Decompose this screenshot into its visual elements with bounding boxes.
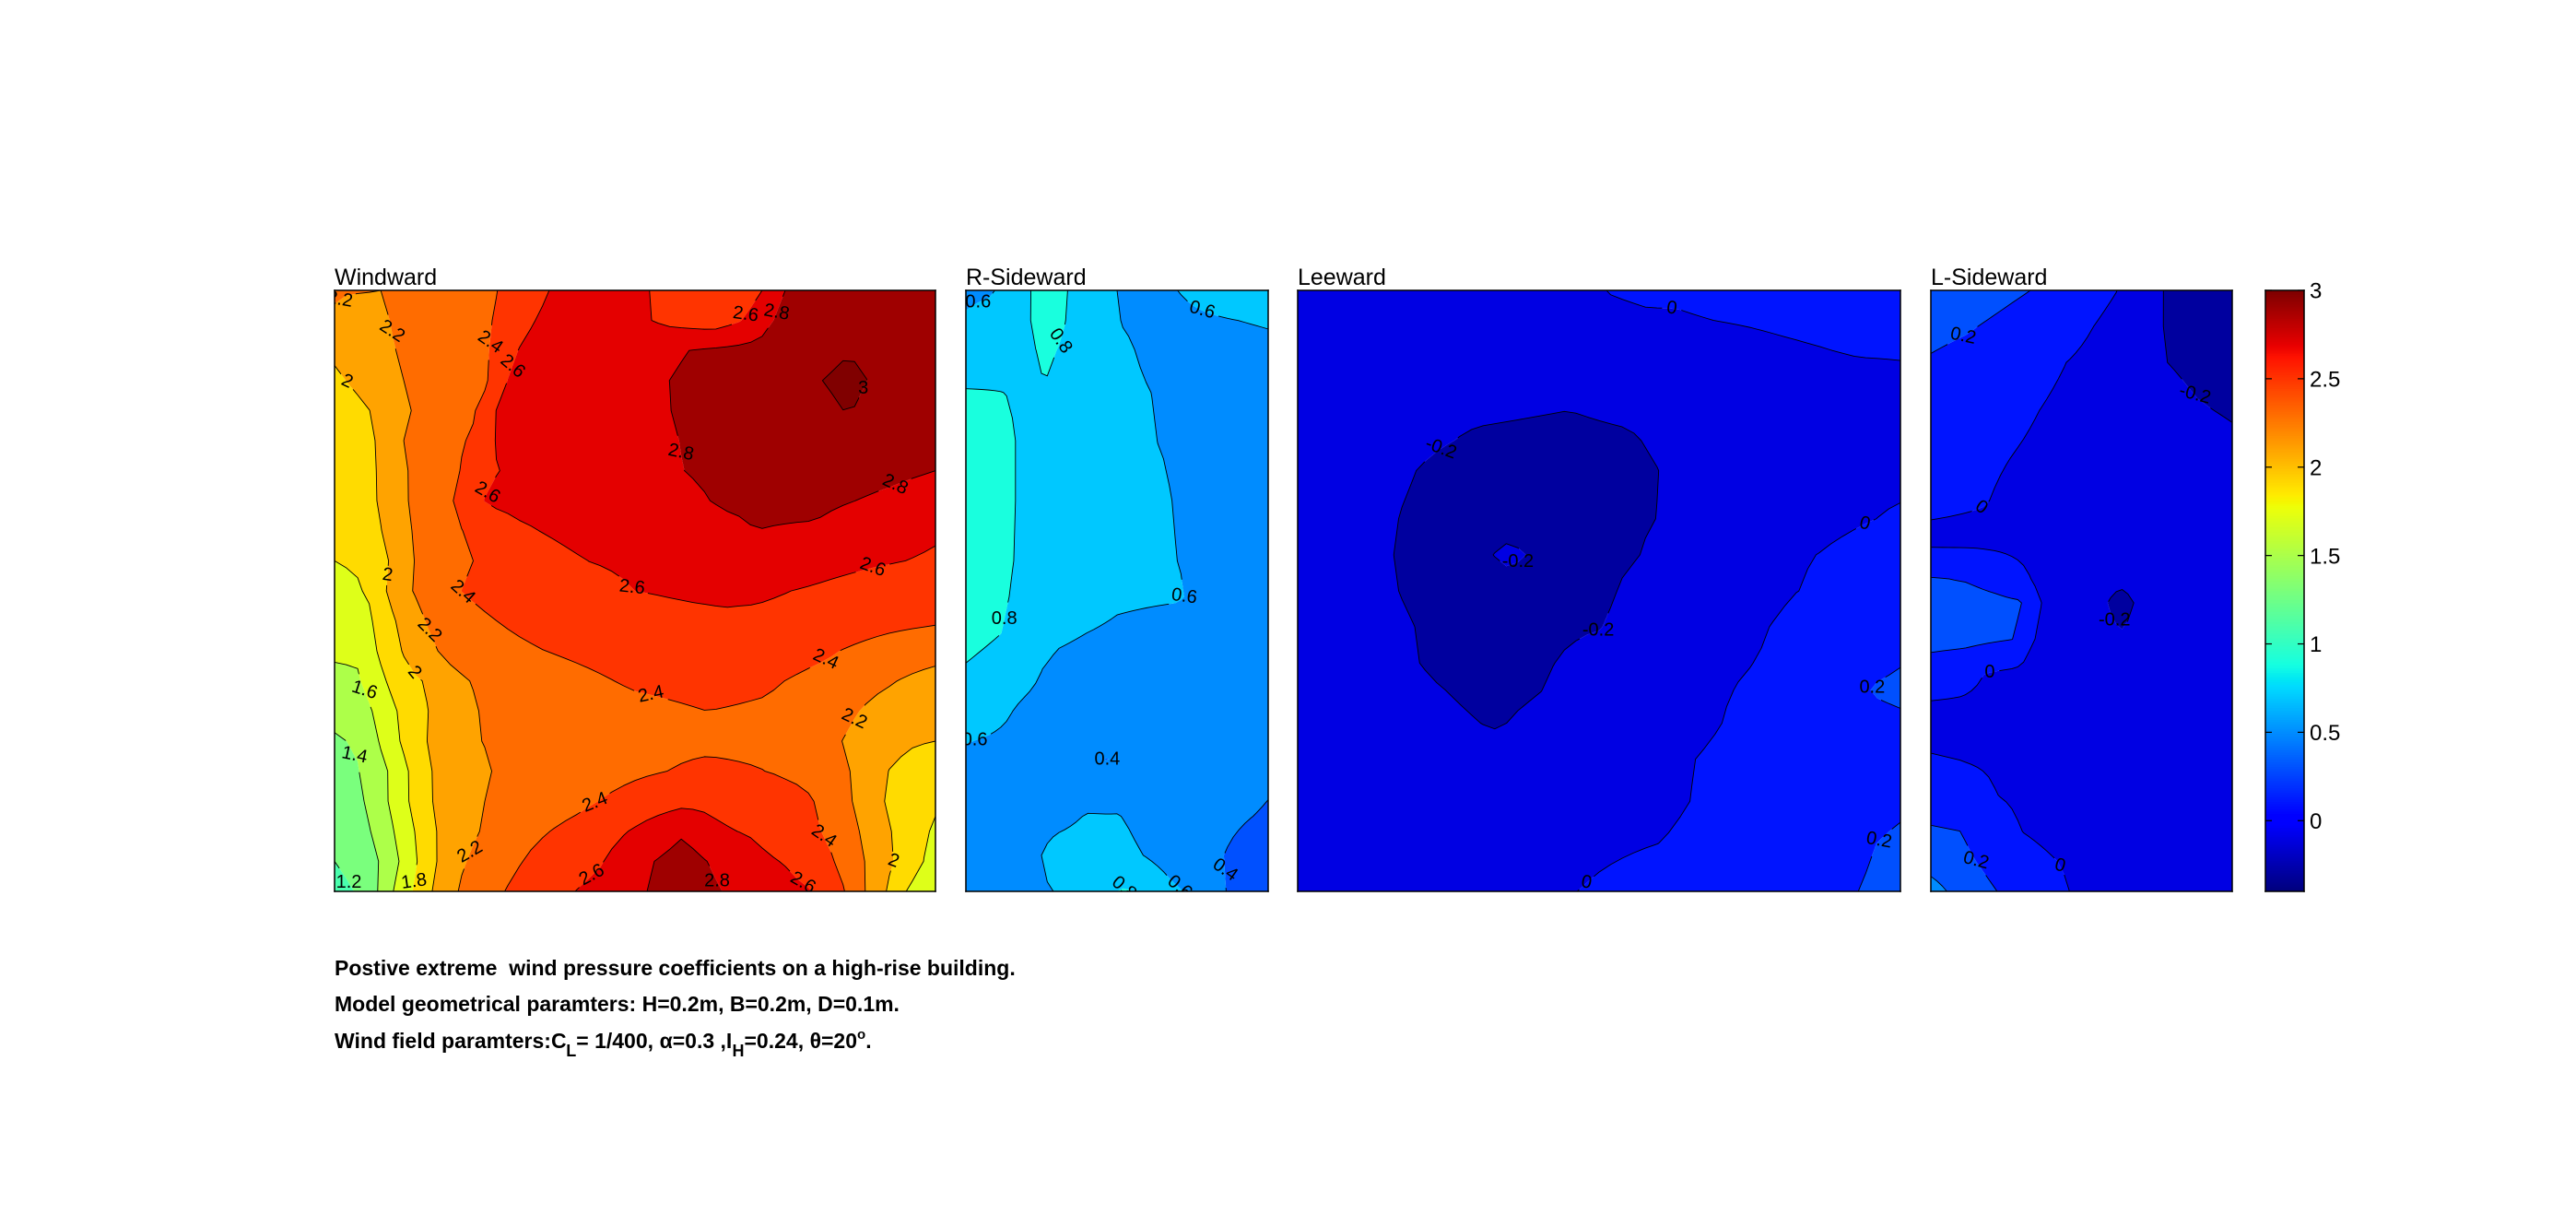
svg-text:Leeward: Leeward xyxy=(1298,265,1386,290)
svg-text:-0.2: -0.2 xyxy=(2099,609,2130,630)
svg-text:0: 0 xyxy=(1857,513,1872,535)
svg-text:0: 0 xyxy=(2053,855,2067,877)
svg-text:2: 2 xyxy=(382,564,394,585)
svg-text:L-Sideward: L-Sideward xyxy=(1931,265,2047,290)
svg-text:0.4: 0.4 xyxy=(1095,749,1121,769)
svg-text:Postive extreme wind pressure: Postive extreme wind pressure coefficien… xyxy=(335,956,1016,980)
svg-text:2.2: 2.2 xyxy=(325,287,354,311)
svg-text:Model geometrical paramters: H: Model geometrical paramters: H=0.2m, B=0… xyxy=(335,992,900,1016)
svg-text:0: 0 xyxy=(1984,662,1994,682)
svg-text:2.8: 2.8 xyxy=(704,871,730,891)
svg-text:0.6: 0.6 xyxy=(965,291,991,312)
svg-text:Wind field paramters:C: Wind field paramters:C xyxy=(335,1029,567,1053)
svg-text:R-Sideward: R-Sideward xyxy=(966,265,1087,290)
svg-text:0.6: 0.6 xyxy=(1170,584,1199,608)
svg-text:α: α xyxy=(660,1029,673,1053)
svg-text:2.5: 2.5 xyxy=(2310,368,2340,393)
svg-text:0: 0 xyxy=(1580,871,1594,893)
svg-text:0.5: 0.5 xyxy=(2310,721,2340,746)
svg-text:0.6: 0.6 xyxy=(962,730,988,750)
svg-text:H: H xyxy=(733,1042,745,1060)
svg-text:0: 0 xyxy=(2310,809,2322,834)
svg-text:2: 2 xyxy=(2310,455,2322,480)
svg-text:0.2: 0.2 xyxy=(1864,828,1893,852)
svg-text:=0.3 ,I: =0.3 ,I xyxy=(673,1029,733,1053)
svg-text:L: L xyxy=(566,1042,576,1060)
svg-text:2.6: 2.6 xyxy=(618,575,646,598)
svg-text:= 1/400,: = 1/400, xyxy=(576,1029,653,1053)
svg-text:-0.2: -0.2 xyxy=(1502,551,1534,572)
svg-text:=0.24,: =0.24, xyxy=(745,1029,805,1053)
svg-text:=20: =20 xyxy=(821,1029,857,1053)
svg-text:1.5: 1.5 xyxy=(2310,544,2340,569)
svg-text:3: 3 xyxy=(858,378,868,398)
svg-text:1: 1 xyxy=(2310,632,2322,657)
svg-text:0.2: 0.2 xyxy=(1859,678,1885,698)
svg-text:3: 3 xyxy=(2310,279,2322,304)
svg-text:1.2: 1.2 xyxy=(336,872,362,892)
svg-text:1.8: 1.8 xyxy=(400,869,429,893)
svg-text:θ: θ xyxy=(810,1029,821,1053)
svg-text:.: . xyxy=(865,1029,871,1053)
svg-text:-0.2: -0.2 xyxy=(1582,619,1614,640)
svg-text:0: 0 xyxy=(1665,297,1678,318)
svg-text:0.8: 0.8 xyxy=(992,608,1017,629)
svg-text:o: o xyxy=(857,1027,865,1043)
svg-text:Windward: Windward xyxy=(335,265,437,290)
svg-text:2.8: 2.8 xyxy=(762,300,791,324)
svg-text:2.6: 2.6 xyxy=(732,302,760,326)
